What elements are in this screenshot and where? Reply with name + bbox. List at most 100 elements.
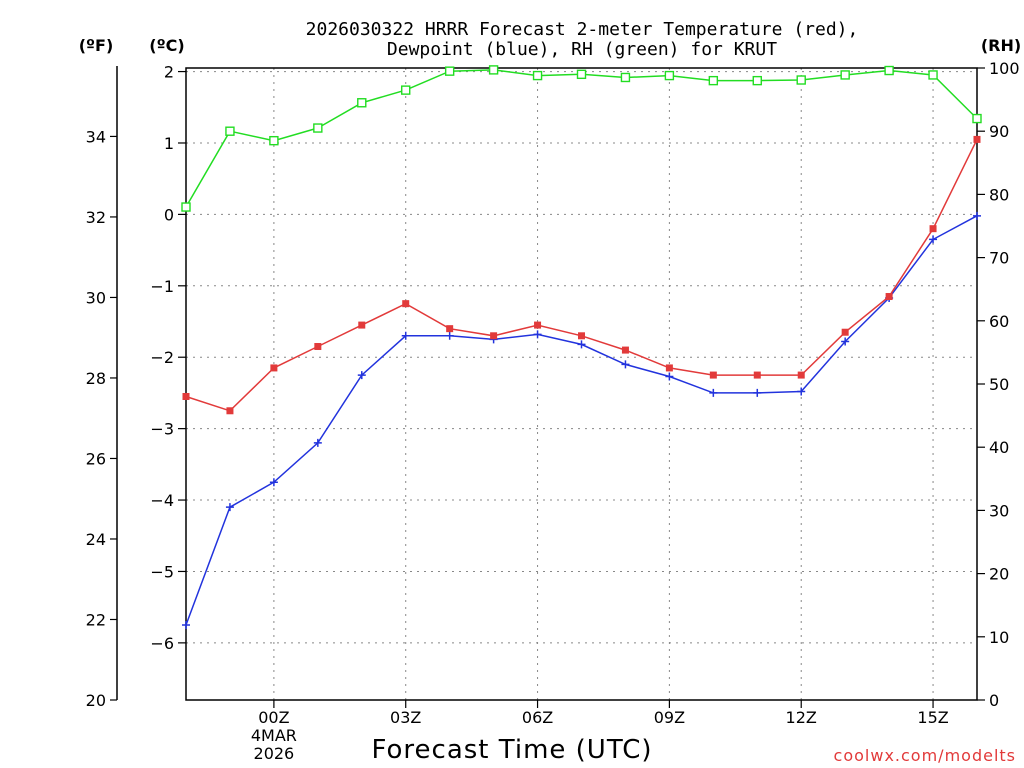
- temperature-point: [929, 225, 937, 233]
- rh-point: [972, 113, 982, 124]
- data-series: [181, 65, 982, 630]
- fahrenheit-tick-label: 24: [86, 530, 106, 549]
- rh-axis: 0 10 20 30 40 50 60 70 80 90 100: [977, 59, 1020, 710]
- fahrenheit-tick-label: 34: [86, 127, 106, 146]
- time-tick-label: 06Z: [522, 708, 553, 727]
- temperature-point: [534, 321, 542, 329]
- temperature-point: [314, 343, 322, 351]
- rh-tick-label: 90: [989, 122, 1009, 141]
- rh-point: [488, 65, 499, 75]
- site-credit: coolwx.com/modelts: [834, 746, 1016, 765]
- celsius-tick-label: 1: [164, 134, 174, 153]
- temperature-point: [973, 135, 981, 143]
- rh-point: [313, 123, 323, 133]
- dewpoint-point: [225, 503, 234, 512]
- temperature-point: [885, 293, 893, 301]
- celsius-axis: 2 1 0 −1 −2 −3 −4 −5 −6: [150, 63, 186, 653]
- celsius-tick-label: 2: [164, 63, 174, 82]
- rh-point: [225, 126, 235, 136]
- celsius-tick-label: −3: [150, 420, 174, 439]
- rh-point: [840, 70, 850, 80]
- rh-point: [620, 72, 631, 83]
- temperature-point: [797, 371, 805, 379]
- x-axis-title: Forecast Time (UTC): [371, 735, 652, 765]
- temperature-point: [446, 325, 454, 333]
- fahrenheit-axis: 20 22 24 26 28 30 32 34: [86, 66, 118, 710]
- chart-title-line2: Dewpoint (blue), RH (green) for KRUT: [387, 39, 777, 60]
- dewpoint-point: [445, 331, 454, 340]
- celsius-tick-label: −5: [150, 562, 174, 581]
- rh-point: [357, 98, 367, 108]
- temperature-point: [753, 371, 761, 379]
- temperature-point: [621, 346, 629, 354]
- temperature-point: [182, 392, 190, 400]
- dewpoint-point: [709, 388, 718, 397]
- rh-tick-label: 40: [989, 438, 1009, 457]
- fahrenheit-tick-label: 28: [86, 369, 106, 388]
- plot-frame: [185, 67, 978, 701]
- celsius-tick-label: −6: [150, 634, 174, 653]
- rh-tick-label: 30: [989, 501, 1009, 520]
- rh-line: [185, 69, 978, 208]
- fahrenheit-tick-label: 32: [86, 208, 106, 227]
- dewpoint-point: [929, 235, 938, 244]
- temperature-point: [402, 300, 410, 308]
- celsius-unit-label: (ºC): [149, 36, 184, 55]
- rh-point: [928, 70, 938, 80]
- fahrenheit-tick-label: 22: [86, 610, 106, 629]
- celsius-tick-label: −1: [150, 277, 174, 296]
- celsius-tick-label: 0: [164, 205, 174, 224]
- dewpoint-point: [269, 478, 278, 487]
- celsius-tick-label: −2: [150, 348, 174, 367]
- dewpoint-point: [797, 387, 806, 396]
- fahrenheit-unit-label: (ºF): [79, 36, 114, 55]
- rh-tick-label: 60: [989, 312, 1009, 331]
- rh-point: [532, 70, 543, 81]
- rh-tick-label: 100: [989, 59, 1020, 78]
- rh-tick-label: 70: [989, 249, 1009, 268]
- time-tick-label: 09Z: [654, 708, 685, 727]
- rh-tick-label: 80: [989, 185, 1009, 204]
- dewpoint-point: [621, 360, 630, 369]
- dewpoint-point: [665, 372, 674, 381]
- temperature-point: [270, 364, 278, 372]
- rh-point: [664, 70, 675, 81]
- celsius-tick-label: −4: [150, 491, 174, 510]
- dewpoint-line: [185, 215, 978, 626]
- dewpoint-point: [182, 621, 190, 630]
- rh-tick-label: 10: [989, 628, 1009, 647]
- grid-lines: [186, 68, 977, 700]
- dewpoint-point: [357, 371, 366, 380]
- dewpoint-point: [401, 331, 410, 340]
- temperature-point: [578, 332, 585, 340]
- fahrenheit-tick-label: 30: [86, 288, 106, 307]
- rh-point: [181, 202, 191, 212]
- fahrenheit-tick-label: 20: [86, 691, 106, 710]
- dewpoint-point: [533, 330, 542, 339]
- time-tick-label: 03Z: [390, 708, 421, 727]
- rh-point: [796, 75, 806, 85]
- temperature-point: [709, 371, 717, 379]
- dewpoint-point: [577, 340, 586, 349]
- rh-point: [752, 75, 762, 86]
- rh-unit-label: (RH): [981, 36, 1021, 55]
- dewpoint-point: [841, 337, 850, 346]
- chart-title-line1: 2026030322 HRRR Forecast 2-meter Tempera…: [306, 19, 859, 40]
- dewpoint-point: [753, 388, 762, 397]
- dewpoint-point: [313, 438, 322, 447]
- time-tick-label: 12Z: [786, 708, 817, 727]
- fahrenheit-tick-label: 26: [86, 449, 106, 468]
- temperature-point: [226, 407, 234, 415]
- temperature-point: [665, 364, 673, 372]
- temperature-point: [358, 321, 366, 329]
- temperature-line: [185, 139, 978, 412]
- date-label: 4MAR: [251, 726, 297, 745]
- rh-point: [269, 135, 279, 146]
- rh-point: [401, 85, 411, 95]
- rh-point: [576, 69, 587, 80]
- rh-tick-label: 20: [989, 565, 1009, 584]
- rh-tick-label: 0: [989, 691, 999, 710]
- rh-point: [444, 66, 455, 76]
